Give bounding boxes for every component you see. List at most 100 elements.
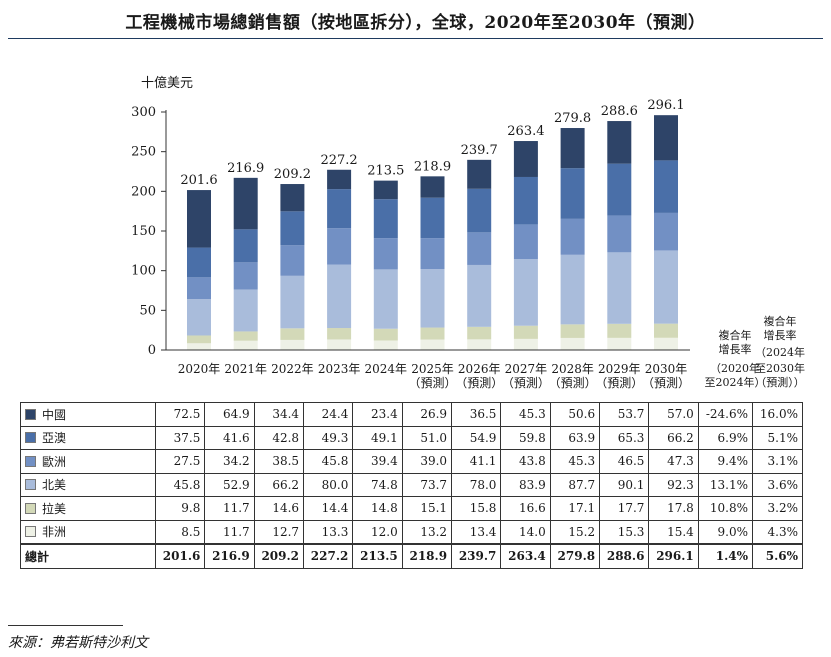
value-cell: 41.6: [204, 425, 255, 450]
value-cell: 227.2: [303, 543, 354, 569]
table-row: 拉美 9.8 11.7 14.6 14.4 14.8 15.1 15.8 16.6 17.1 17.…: [20, 496, 803, 521]
value-cell: 11.7: [204, 496, 255, 521]
x-tick-label: 2030年: [645, 362, 688, 376]
value-cell: 239.7: [451, 543, 502, 569]
value-cell: 72.5: [154, 402, 206, 427]
value-cell: 14.0: [500, 519, 551, 545]
value-cell: 38.5: [253, 449, 305, 474]
cagr-header-label: （2020年: [710, 361, 760, 375]
value-cell: 14.6: [253, 496, 305, 521]
value-cell: 216.9: [204, 543, 255, 569]
bar-segment: [327, 189, 352, 229]
value-cell: 13.3: [303, 519, 354, 545]
value-cell: 74.8: [352, 472, 403, 497]
bar-total-label: 296.1: [647, 98, 684, 113]
bar-segment: [373, 340, 398, 350]
chart-title: 工程機械市場總銷售額（按地區拆分），全球，2020年至2030年（預測）: [125, 13, 706, 33]
value-cell: 46.5: [599, 449, 650, 474]
bar-segment: [607, 337, 632, 350]
bar-segment: [233, 289, 258, 332]
value-cell: 78.0: [451, 472, 502, 497]
value-cell: 66.2: [648, 425, 699, 450]
value-cell: 15.4: [648, 519, 699, 545]
bar-segment: [467, 264, 492, 327]
bar-segment: [420, 327, 445, 340]
title-divider: [8, 38, 823, 39]
bar-segment: [280, 184, 305, 212]
bar-total-label: 213.5: [367, 164, 404, 179]
value-cell: 17.1: [549, 496, 601, 521]
value-cell: 57.0: [648, 402, 699, 427]
value-cell: 49.1: [352, 425, 403, 450]
bar-segment: [327, 169, 352, 190]
value-cell: 13.4: [451, 519, 502, 545]
bar-segment: [187, 343, 211, 350]
cagr-header-label: 增長率: [764, 328, 797, 342]
value-cell: 41.1: [451, 449, 502, 474]
row-label: 歐洲: [20, 449, 156, 474]
value-cell: 12.7: [253, 519, 305, 545]
bar-segment: [233, 331, 258, 341]
cagr-cell: 5.6%: [752, 543, 803, 569]
cagr-header-label: 複合年: [719, 328, 752, 342]
bar-segment: [560, 218, 585, 255]
bar-segment: [187, 247, 211, 278]
bar-segment: [607, 252, 632, 324]
cagr-cell: 6.9%: [697, 425, 754, 450]
bar-segment: [607, 323, 632, 338]
bar-segment: [420, 176, 445, 198]
cagr-header-label: 複合年: [764, 314, 797, 328]
cagr-header-label: 增長率: [719, 342, 752, 356]
bar-segment: [560, 128, 585, 169]
value-cell: 47.3: [648, 449, 699, 474]
value-cell: 17.7: [599, 496, 650, 521]
legend-swatch: [25, 408, 36, 420]
cagr-cell: 5.1%: [752, 425, 803, 450]
bar-segment: [373, 269, 398, 329]
stacked-bar-chart: 十億美元 0 50 100 150 200 250 300 201.6 2020年 216.9 202…: [131, 75, 805, 390]
value-cell: 218.9: [401, 543, 453, 569]
bar-segment: [467, 232, 492, 265]
x-tick-label: 2024年: [365, 362, 408, 376]
legend-swatch: [25, 455, 36, 467]
x-tick-label: （預測）: [502, 376, 550, 390]
value-cell: 209.2: [253, 543, 305, 569]
value-cell: 50.6: [549, 402, 601, 427]
value-cell: 12.0: [352, 519, 403, 545]
value-cell: 37.5: [154, 425, 206, 450]
value-cell: 279.8: [549, 543, 601, 569]
bar-segment: [373, 199, 398, 239]
bar-segment: [420, 197, 445, 239]
bar-total-label: 209.2: [274, 167, 311, 182]
bar-segment: [233, 340, 258, 350]
bar-segment: [513, 224, 538, 260]
bar-total-label: 201.6: [180, 173, 217, 188]
bar-segment: [280, 328, 305, 340]
bar-total-label: 216.9: [227, 161, 264, 176]
cagr-cell: 9.0%: [697, 519, 754, 545]
bar-segment: [607, 121, 632, 164]
bar-segment: [187, 190, 211, 248]
value-cell: 53.7: [599, 402, 650, 427]
x-tick-label: 2029年: [598, 362, 641, 376]
value-cell: 36.5: [451, 402, 502, 427]
value-cell: 80.0: [303, 472, 354, 497]
row-label: 非洲: [20, 519, 156, 545]
legend-swatch: [25, 479, 36, 491]
x-tick-label: 2021年: [224, 362, 267, 376]
row-label: 亞澳: [20, 425, 156, 450]
value-cell: 63.9: [549, 425, 601, 450]
value-cell: 15.2: [549, 519, 601, 545]
bar-segment: [280, 211, 305, 246]
legend-swatch: [25, 432, 36, 444]
bar-segment: [373, 328, 398, 341]
x-tick-label: （預測）: [455, 376, 503, 390]
value-cell: 213.5: [352, 543, 403, 569]
value-cell: 15.8: [451, 496, 502, 521]
cagr-cell: -24.6%: [697, 402, 754, 427]
value-cell: 42.8: [253, 425, 305, 450]
cagr-cell: 3.2%: [752, 496, 803, 521]
value-cell: 51.0: [401, 425, 453, 450]
bar-segment: [467, 159, 492, 189]
data-table: 中國 72.5 64.9 34.4 24.4 23.4 26.9 36.5 45.3 50.6 53…: [20, 402, 803, 569]
